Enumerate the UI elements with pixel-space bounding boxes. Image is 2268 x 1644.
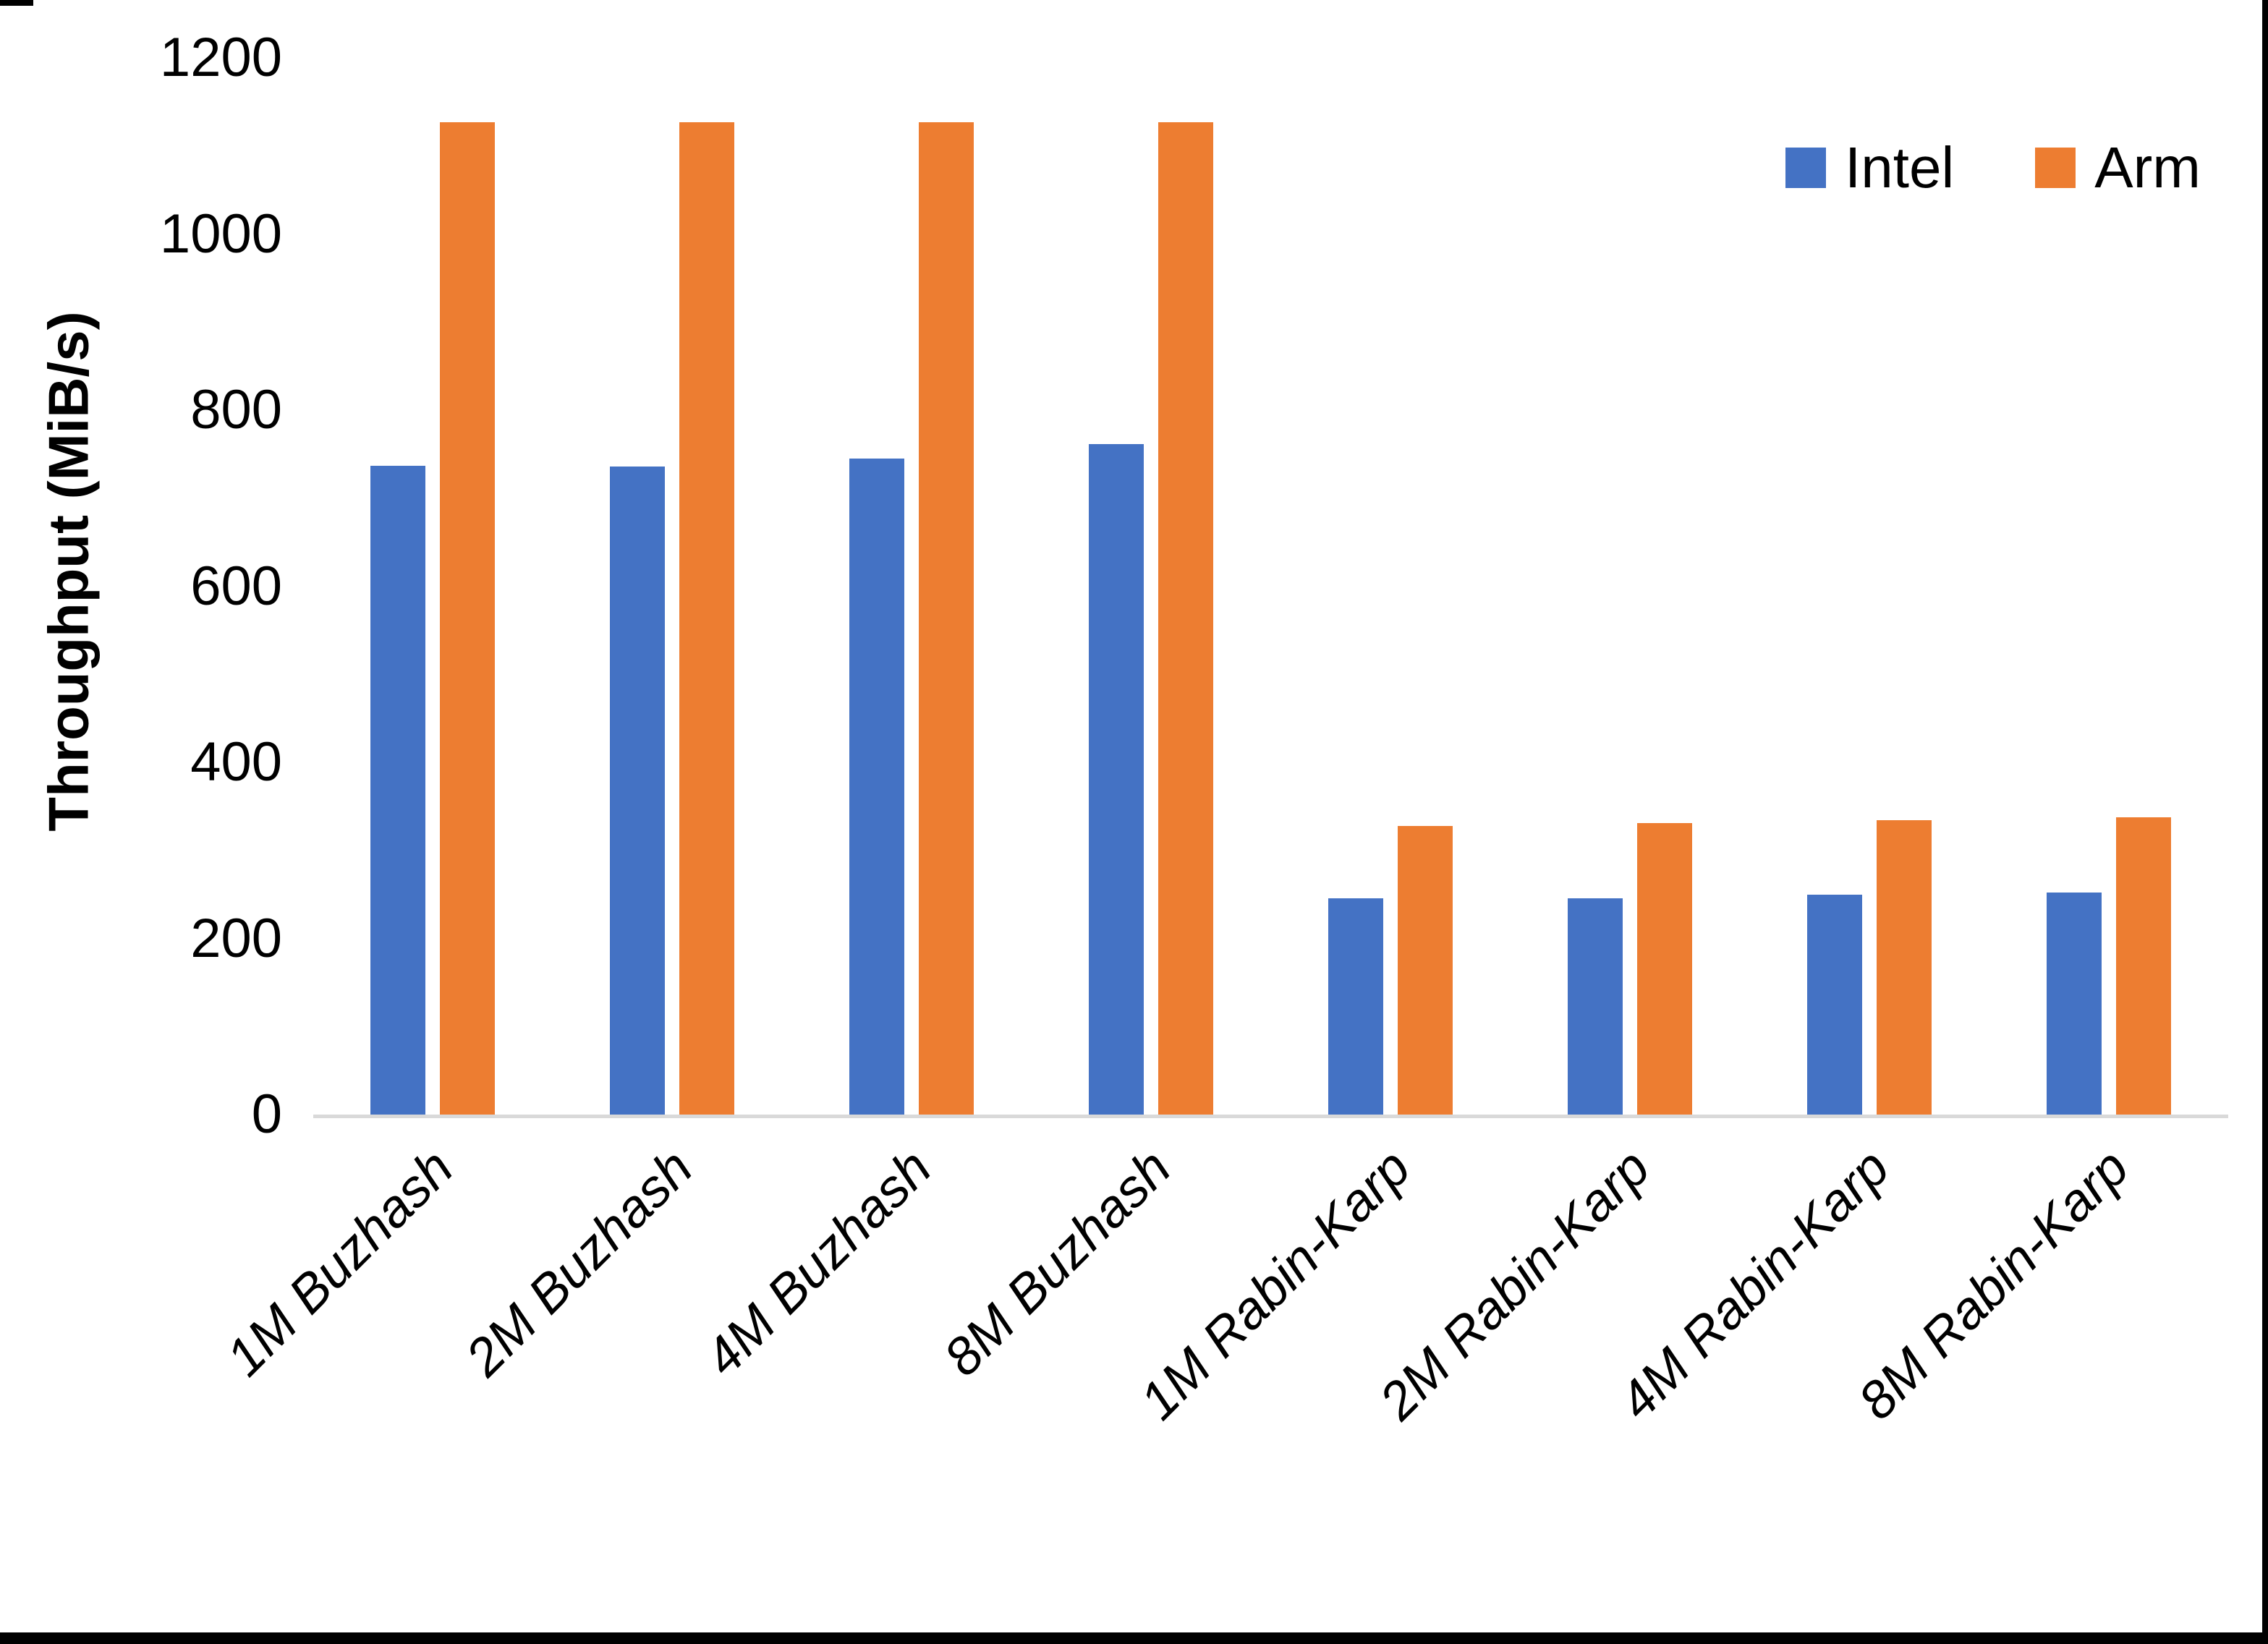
x-label-1m-buzhash: 1M Buzhash (215, 1138, 464, 1387)
bar-intel-2m-buzhash (610, 466, 666, 1115)
bar-arm-1m-buzhash (440, 122, 496, 1115)
legend: Intel Arm (1785, 139, 2201, 197)
y-tick-0: 0 (251, 1083, 282, 1145)
bar-group-1m-buzhash (313, 58, 553, 1115)
intel-series-swatch (1785, 148, 1826, 188)
x-label-8m-buzhash: 8M Buzhash (933, 1138, 1183, 1387)
intel-legend-label: Intel (1845, 135, 1955, 200)
x-label-2m-buzhash: 2M Buzhash (454, 1138, 704, 1387)
bar-intel-4m-buzhash (849, 458, 905, 1115)
x-axis-line (313, 1115, 2228, 1118)
bar-group-4m-buzhash (792, 58, 1032, 1115)
legend-item-arm: Arm (2035, 139, 2201, 197)
y-tick-600: 600 (190, 555, 282, 617)
y-tick-1000: 1000 (159, 203, 282, 265)
bar-intel-8m-buzhash (1089, 444, 1144, 1115)
bar-group-4m-rabin-karp (1749, 58, 1989, 1115)
y-tick-800: 800 (190, 379, 282, 440)
x-label-4m-buzhash: 4M Buzhash (693, 1138, 943, 1387)
bar-arm-4m-buzhash (919, 122, 974, 1115)
plot-area (313, 58, 2228, 1115)
bar-intel-2m-rabin-karp (1567, 898, 1623, 1115)
bar-group-8m-rabin-karp (1989, 58, 2228, 1115)
top-left-border-fragment (0, 0, 33, 6)
bar-arm-4m-rabin-karp (1876, 820, 1932, 1115)
bar-arm-2m-rabin-karp (1636, 823, 1692, 1115)
y-tick-1200: 1200 (159, 27, 282, 88)
y-tick-200: 200 (190, 907, 282, 969)
bar-intel-8m-rabin-karp (2046, 893, 2102, 1115)
bar-group-1m-rabin-karp (1271, 58, 1511, 1115)
bar-arm-8m-rabin-karp (2115, 817, 2171, 1115)
bar-group-8m-buzhash (1032, 58, 1271, 1115)
bar-group-2m-rabin-karp (1510, 58, 1749, 1115)
legend-item-intel: Intel (1785, 139, 1954, 197)
right-border (2262, 0, 2268, 1644)
bar-arm-8m-buzhash (1158, 122, 1214, 1115)
y-tick-400: 400 (190, 731, 282, 793)
bar-intel-1m-buzhash (370, 465, 426, 1115)
arm-legend-label: Arm (2094, 135, 2201, 200)
bar-intel-1m-rabin-karp (1328, 898, 1383, 1115)
bar-arm-2m-buzhash (679, 122, 735, 1115)
bar-arm-1m-rabin-karp (1397, 825, 1453, 1115)
bottom-border (0, 1632, 2268, 1644)
arm-series-swatch (2035, 148, 2076, 188)
bar-group-2m-buzhash (553, 58, 792, 1115)
bar-intel-4m-rabin-karp (1806, 894, 1862, 1115)
